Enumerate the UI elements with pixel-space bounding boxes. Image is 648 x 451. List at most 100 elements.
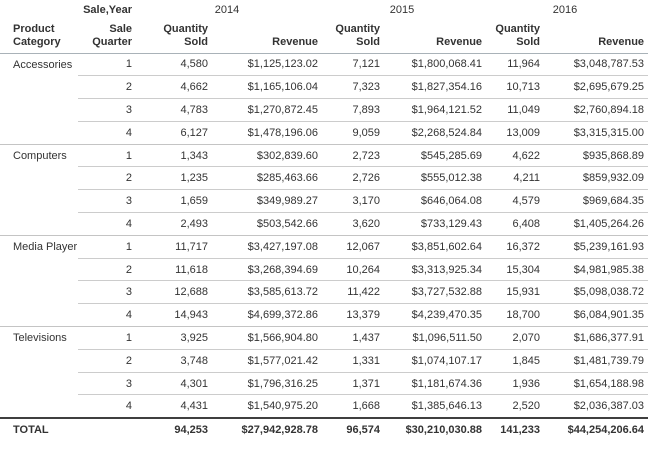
category-cell — [0, 76, 78, 99]
quarter-cell: 1 — [78, 143, 136, 167]
quarter-cell: 3 — [78, 189, 136, 213]
quantity-cell: 3,170 — [322, 189, 385, 213]
category-cell — [0, 190, 78, 213]
revenue-cell: $1,074,107.17 — [384, 348, 487, 373]
total-revenue-2016: $44,254,206.64 — [544, 416, 648, 441]
total-revenue-2015: $30,210,030.88 — [384, 416, 487, 441]
category-cell: Televisions — [0, 326, 78, 350]
quantity-sold-header-2016: Quantity Sold — [486, 17, 545, 54]
revenue-cell: $859,932.09 — [544, 166, 648, 190]
sales-pivot-table: Sale,Year 2014 2015 2016 Product Categor… — [0, 0, 648, 441]
quantity-cell: 9,059 — [322, 120, 385, 145]
revenue-cell: $1,964,121.52 — [384, 98, 487, 122]
quarter-cell: 3 — [78, 98, 136, 122]
revenue-cell: $1,800,068.41 — [411, 58, 483, 71]
revenue-cell: $349,989.27 — [212, 189, 323, 213]
revenue-cell: $1,540,975.20 — [212, 394, 323, 418]
table-row: 2 1,235 $285,463.66 2,726 $555,012.38 4,211 $8… — [0, 166, 648, 190]
quantity-cell: 2,520 — [486, 394, 545, 418]
category-cell — [0, 349, 78, 372]
quarter-cell: 3 — [78, 280, 136, 304]
quarter-cell: 1 — [125, 58, 132, 71]
revenue-cell: $1,566,904.80 — [212, 326, 323, 350]
product-category-header: Product Category — [0, 17, 78, 54]
sale-quarter-header: Sale Quarter — [78, 17, 136, 54]
revenue-cell: $2,695,679.25 — [544, 75, 648, 99]
revenue-cell: $1,478,196.06 — [212, 120, 323, 145]
category-cell — [0, 258, 78, 281]
quantity-cell: 4,301 — [136, 371, 212, 395]
quantity-cell: 11,422 — [322, 280, 385, 304]
quantity-cell: 4,211 — [486, 166, 545, 190]
revenue-cell: $1,577,021.42 — [212, 348, 323, 373]
category-cell — [0, 99, 78, 122]
revenue-cell: $733,129.43 — [384, 212, 487, 236]
category-cell — [0, 395, 78, 418]
table-footer: TOTAL 94,253 $27,942,928.78 96,574 $30,2… — [0, 416, 648, 441]
quantity-cell: 7,893 — [322, 98, 385, 122]
quarter-cell: 2 — [78, 166, 136, 190]
quantity-cell: 1,845 — [486, 348, 545, 373]
quantity-cell: 6,127 — [136, 120, 212, 145]
revenue-cell: $1,686,377.91 — [544, 326, 648, 350]
revenue-cell: $1,827,354.16 — [384, 75, 487, 99]
quantity-cell: 4,622 — [486, 143, 545, 167]
total-quantity-2016: 141,233 — [486, 416, 545, 441]
total-row: TOTAL 94,253 $27,942,928.78 96,574 $30,2… — [0, 416, 648, 441]
quantity-cell: 11,717 — [136, 234, 212, 259]
quantity-cell: 7,323 — [322, 75, 385, 99]
revenue-cell: $1,165,106.04 — [212, 75, 323, 99]
quantity-cell: 1,235 — [136, 166, 212, 190]
quantity-cell: 15,304 — [486, 257, 545, 281]
revenue-cell: $3,851,602.64 — [384, 234, 487, 259]
quarter-cell: 4 — [78, 212, 136, 236]
revenue-cell: $302,839.60 — [212, 143, 323, 167]
quantity-cell: 3,925 — [136, 326, 212, 350]
revenue-cell: $285,463.66 — [212, 166, 323, 190]
revenue-cell: $1,125,123.02 — [247, 58, 319, 71]
revenue-cell: $545,285.69 — [384, 143, 487, 167]
quantity-cell: 18,700 — [486, 303, 545, 327]
quarter-cell: 1 — [78, 234, 136, 259]
table-row: 2 11,618 $3,268,394.69 10,264 $3,313,925.34 1… — [0, 257, 648, 281]
quantity-sold-header-2014: Quantity Sold — [136, 17, 212, 54]
revenue-cell: $1,481,739.79 — [544, 348, 648, 373]
total-revenue-2014: $27,942,928.78 — [212, 416, 323, 441]
revenue-cell: $5,098,038.72 — [544, 280, 648, 304]
year-2014-label: 2014 — [214, 4, 240, 16]
corner-cell — [0, 0, 78, 17]
quarter-cell: 3 — [78, 371, 136, 395]
quantity-cell: 16,372 — [486, 234, 545, 259]
table-row: 3 1,659 $349,989.27 3,170 $646,064.08 4,579 $9… — [0, 189, 648, 213]
category-cell — [0, 167, 78, 190]
quantity-cell: 1,371 — [322, 371, 385, 395]
quantity-cell: 1,659 — [136, 189, 212, 213]
revenue-cell: $2,268,524.84 — [384, 120, 487, 145]
table-row: 2 3,748 $1,577,021.42 1,331 $1,074,107.17 1,8… — [0, 348, 648, 373]
revenue-header-2014: Revenue — [212, 17, 323, 54]
revenue-cell: $3,048,787.53 — [573, 58, 645, 71]
quantity-cell: 2,493 — [136, 212, 212, 236]
quantity-cell: 1,437 — [322, 326, 385, 350]
revenue-cell: $1,096,511.50 — [384, 326, 487, 350]
quarter-cell: 4 — [78, 303, 136, 327]
table-body: Accessories 1 4,580 $1,125,123.02 7,121 $1,80… — [0, 53, 648, 418]
total-quantity-2014: 94,253 — [136, 416, 212, 441]
category-cell — [0, 121, 78, 144]
table-row: 2 4,662 $1,165,106.04 7,323 $1,827,354.16 10,… — [0, 75, 648, 99]
quantity-cell: 2,723 — [322, 143, 385, 167]
revenue-cell: $1,405,264.26 — [544, 212, 648, 236]
measure-header-row: Product Category Sale Quarter Quantity S… — [0, 17, 648, 54]
quantity-cell: 13,379 — [322, 303, 385, 327]
revenue-cell: $4,699,372.86 — [212, 303, 323, 327]
quantity-cell: 1,331 — [322, 348, 385, 373]
revenue-cell: $3,315,315.00 — [544, 120, 648, 145]
revenue-cell: $1,796,316.25 — [212, 371, 323, 395]
table-row: 4 6,127 $1,478,196.06 9,059 $2,268,524.84 13,… — [0, 120, 648, 145]
revenue-cell: $935,868.89 — [544, 143, 648, 167]
quarter-cell: 2 — [78, 257, 136, 281]
quantity-cell: 10,713 — [486, 75, 545, 99]
category-cell: Computers — [0, 143, 78, 167]
revenue-cell: $1,270,872.45 — [212, 98, 323, 122]
quantity-cell: 4,431 — [136, 394, 212, 418]
